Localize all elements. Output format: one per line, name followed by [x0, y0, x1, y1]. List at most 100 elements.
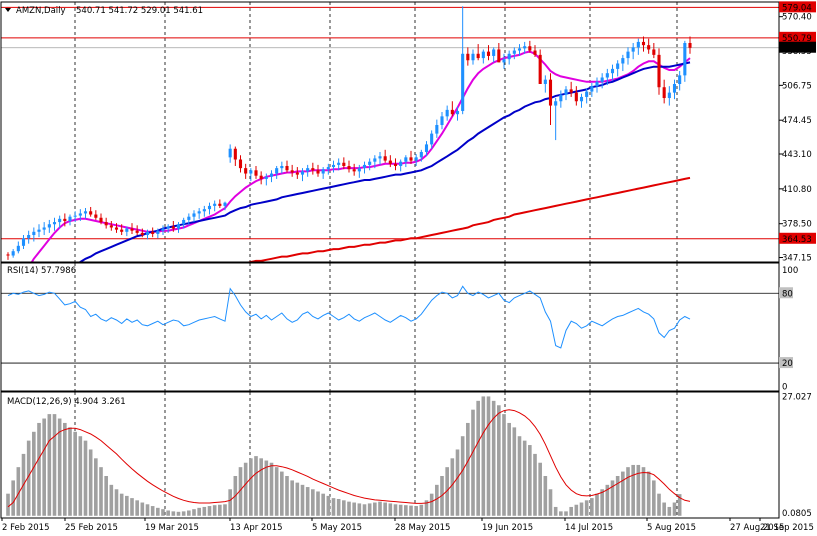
macd-histogram-bar [192, 509, 196, 516]
rsi-tick-label: 80 [782, 289, 793, 299]
macd-histogram-bar [388, 503, 393, 516]
main-panel-marks [6, 6, 692, 262]
macd-histogram-bar [378, 501, 382, 516]
candle-body [502, 59, 506, 63]
rsi-tick-label: 20 [782, 359, 793, 369]
candle-body [11, 251, 15, 256]
macd-histogram-bar [646, 471, 651, 516]
candle-body [466, 53, 470, 61]
macd-histogram-bar [223, 504, 227, 516]
macd-histogram-bar [140, 502, 145, 516]
candle-body [254, 170, 258, 176]
menu-triangle-icon[interactable] [5, 8, 11, 12]
candle-body [280, 165, 284, 169]
macd-histogram-bar [522, 440, 527, 516]
candle-body [68, 216, 72, 222]
last-price-label: 541.61 [782, 44, 812, 54]
macd-histogram-bar [125, 495, 129, 516]
candle-body [595, 81, 599, 87]
macd-histogram-bar [471, 409, 475, 516]
candle-body [295, 172, 299, 175]
macd-histogram-bar [507, 422, 511, 516]
macd-histogram-bar [32, 431, 36, 516]
candle-body [476, 53, 480, 59]
candle-body [89, 211, 93, 215]
macd-histogram-bar [497, 405, 501, 516]
candle-body [652, 49, 656, 55]
candle-body [579, 96, 584, 102]
macd-histogram-bar [595, 493, 599, 516]
macd-histogram-bar [626, 467, 630, 516]
candle-body [187, 216, 191, 220]
macd-histogram-bar [254, 456, 258, 516]
symbol-label: AMZN,Daily [16, 6, 66, 16]
candle-body [52, 222, 57, 225]
macd-histogram-bar [218, 504, 222, 516]
candle-body [285, 165, 289, 171]
macd-histogram-bar [672, 502, 677, 516]
candle-body [585, 91, 589, 97]
candle-body [182, 219, 186, 225]
date-tick-label: 2 Feb 2015 [2, 523, 50, 533]
candle-body [176, 224, 181, 229]
macd-histogram-bar [538, 462, 542, 516]
candle-body [621, 58, 625, 64]
rsi-panel-marks [7, 285, 691, 349]
candle-body [543, 79, 547, 84]
candle-body [145, 231, 150, 236]
macd-histogram-bar [481, 396, 486, 516]
candle-body [450, 109, 454, 115]
macd-histogram-bar [652, 480, 656, 516]
candle-body [636, 41, 640, 48]
candle-body [78, 213, 82, 216]
macd-histogram-bar [47, 414, 52, 516]
candle-body [135, 230, 139, 233]
candle-body [161, 228, 165, 231]
candle-body [445, 109, 449, 117]
macd-histogram-bar [336, 498, 341, 516]
candle-body [171, 226, 175, 229]
candle-body [228, 148, 232, 158]
macd-histogram-bar [181, 511, 186, 516]
candle-body [600, 77, 604, 82]
date-tick-label: 5 Aug 2015 [647, 523, 696, 533]
macd-histogram-bar [316, 491, 320, 516]
macd-histogram-bar [285, 476, 289, 516]
candle-body [605, 73, 609, 78]
candle-body [512, 50, 516, 54]
macd-histogram-bar [42, 418, 46, 516]
candle-body [362, 164, 367, 169]
candle-body [275, 168, 279, 174]
candle-body [238, 159, 243, 169]
candle-body [156, 230, 160, 234]
macd-histogram-bar [491, 400, 496, 516]
candle-body [259, 175, 263, 179]
macd-histogram-bar [548, 489, 553, 516]
macd-histogram-bar [264, 460, 269, 516]
macd-histogram-bar [590, 498, 594, 516]
macd-histogram-bar [662, 502, 666, 516]
macd-histogram-bar [94, 458, 98, 516]
macd-histogram-bar [342, 500, 346, 516]
date-tick-label: 19 Mar 2015 [145, 523, 199, 533]
candle-body [202, 209, 206, 212]
candle-body [342, 162, 346, 166]
candle-body [99, 217, 103, 223]
candle-body [388, 160, 392, 164]
ohlc-label: 540.71 541.72 529.01 541.61 [76, 6, 203, 16]
rsi-tick-label: 100 [782, 266, 798, 276]
panel-frame-3 [0, 391, 780, 519]
candle-body [419, 151, 423, 158]
candle-body [455, 110, 460, 115]
candle-body [507, 53, 511, 60]
macd-histogram-bar [52, 414, 57, 516]
candle-body [125, 228, 129, 232]
macd-histogram-bar [11, 480, 15, 516]
macd-histogram-bar [88, 449, 93, 516]
candle-body [393, 163, 398, 166]
candle-body [631, 47, 635, 52]
macd-histogram-bar [37, 422, 41, 516]
candle-body [120, 229, 124, 232]
macd-histogram-bar [187, 510, 191, 516]
